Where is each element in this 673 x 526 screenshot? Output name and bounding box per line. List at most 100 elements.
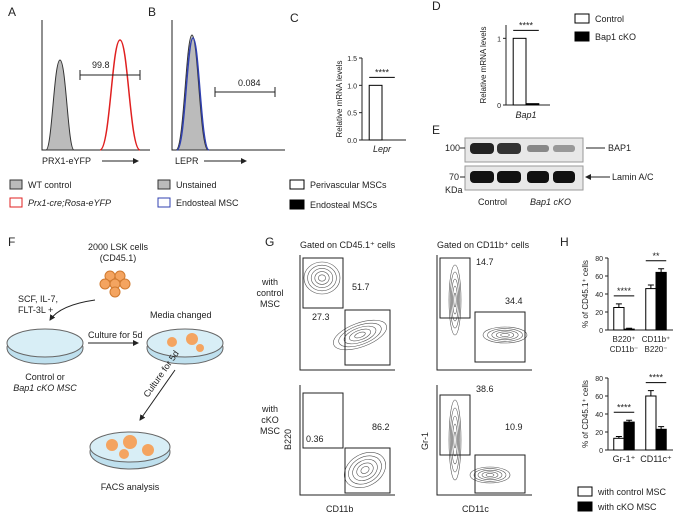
y-tick-label: 1 [497,36,501,43]
axis [505,25,550,106]
significance: **** [617,286,632,296]
western-blot [460,137,584,191]
y-tick-label: 40 [595,292,603,299]
row-label: with [261,404,278,414]
marker-label: 70 [449,172,459,182]
legend-label: Perivascular MSCs [310,180,387,190]
gate-value: 0.084 [238,78,261,88]
contour [349,328,371,342]
y-tick-label: 60 [595,274,603,281]
bar [623,328,635,331]
gate-value: 51.7 [352,282,370,292]
contour [481,471,499,479]
contour [348,455,382,485]
bar [368,84,383,141]
significance: **** [617,402,632,412]
y-tick-label: 20 [595,310,603,317]
contour [338,322,382,348]
error-bar [626,419,633,423]
gate-value: 99.8 [92,60,110,70]
legend-label: with cKO MSC [597,502,657,512]
bar [655,271,667,331]
bar [525,103,540,106]
plot-axes [436,255,532,371]
y-tick-label: 80 [595,256,603,263]
cells-label: (CD45.1) [100,253,137,263]
y-tick-label: 0.0 [347,138,357,145]
bar [623,421,635,451]
legend-swatch [577,486,593,497]
legend-label: Endosteal MSCs [310,200,378,210]
gate-value: 0.36 [306,434,324,444]
contour [448,399,462,481]
contour [314,271,330,285]
gate-value: 10.9 [505,422,523,432]
contour [491,329,519,341]
marker-label: 100 [445,143,460,153]
significance: **** [375,67,390,77]
gate-label: Gated on CD11b⁺ cells [437,240,530,250]
contour [500,333,510,337]
contour [352,459,378,481]
gate-label: Gated on CD45.1⁺ cells [300,240,396,250]
axis-label: CD11b [326,504,353,514]
legend-label: Endosteal MSC [176,198,239,208]
histogram [41,20,150,151]
legend-swatch [289,199,305,210]
start-label: Control or [25,372,65,382]
contour [487,328,523,342]
cytokine-label: SCF, IL-7, [18,294,58,304]
contour [453,292,457,308]
contour [452,423,458,457]
gate-value: 86.2 [372,422,390,432]
legend-label: Prx1-cre;Rosa-eYFP [28,198,111,208]
unit-label: KDa [445,185,463,195]
y-tick-label: 20 [595,430,603,437]
error-bar [658,426,665,430]
y-axis-label: Relative mRNA levels [335,61,344,138]
row-label: MSC [260,299,281,309]
panel-label: B [148,5,156,19]
bar [512,37,527,106]
axis-label: B220 [283,429,293,450]
row-label: control [256,288,283,298]
bar [613,437,625,451]
contour [477,469,503,481]
gate [344,309,391,366]
error-bar [647,390,654,396]
lane-label: Bap1 cKO [530,197,571,207]
category-label: B220⁻ [645,345,668,354]
contour [333,319,387,351]
plot-axes [299,255,395,371]
step-label: Culture for 5d [88,330,143,340]
end-label: FACS analysis [101,482,160,492]
contour [448,264,462,336]
axis-label: Gr-1 [420,432,430,450]
gate-value: 34.4 [505,296,523,306]
row-label: MSC [260,426,281,436]
start-label: Bap1 cKO MSC [13,383,77,393]
contour [452,285,458,315]
legend-swatch [577,501,593,512]
panel-label: D [432,0,441,13]
bar [645,395,657,451]
dish [89,431,171,470]
row-label: with [261,277,278,287]
gate [474,311,526,363]
plot-axes [299,385,395,496]
contour [307,264,337,292]
category-label: CD11b⁺ [642,335,671,344]
contour [482,326,528,344]
lane-label: Control [478,197,507,207]
contour [451,415,459,465]
bar [655,428,667,451]
band-label: BAP1 [608,143,631,153]
gate-value: 27.3 [312,312,330,322]
gate [439,394,471,456]
panel-label: F [8,235,15,249]
gate [474,454,526,494]
contour [469,466,511,484]
legend-label: Unstained [176,180,217,190]
y-tick-label: 80 [595,376,603,383]
